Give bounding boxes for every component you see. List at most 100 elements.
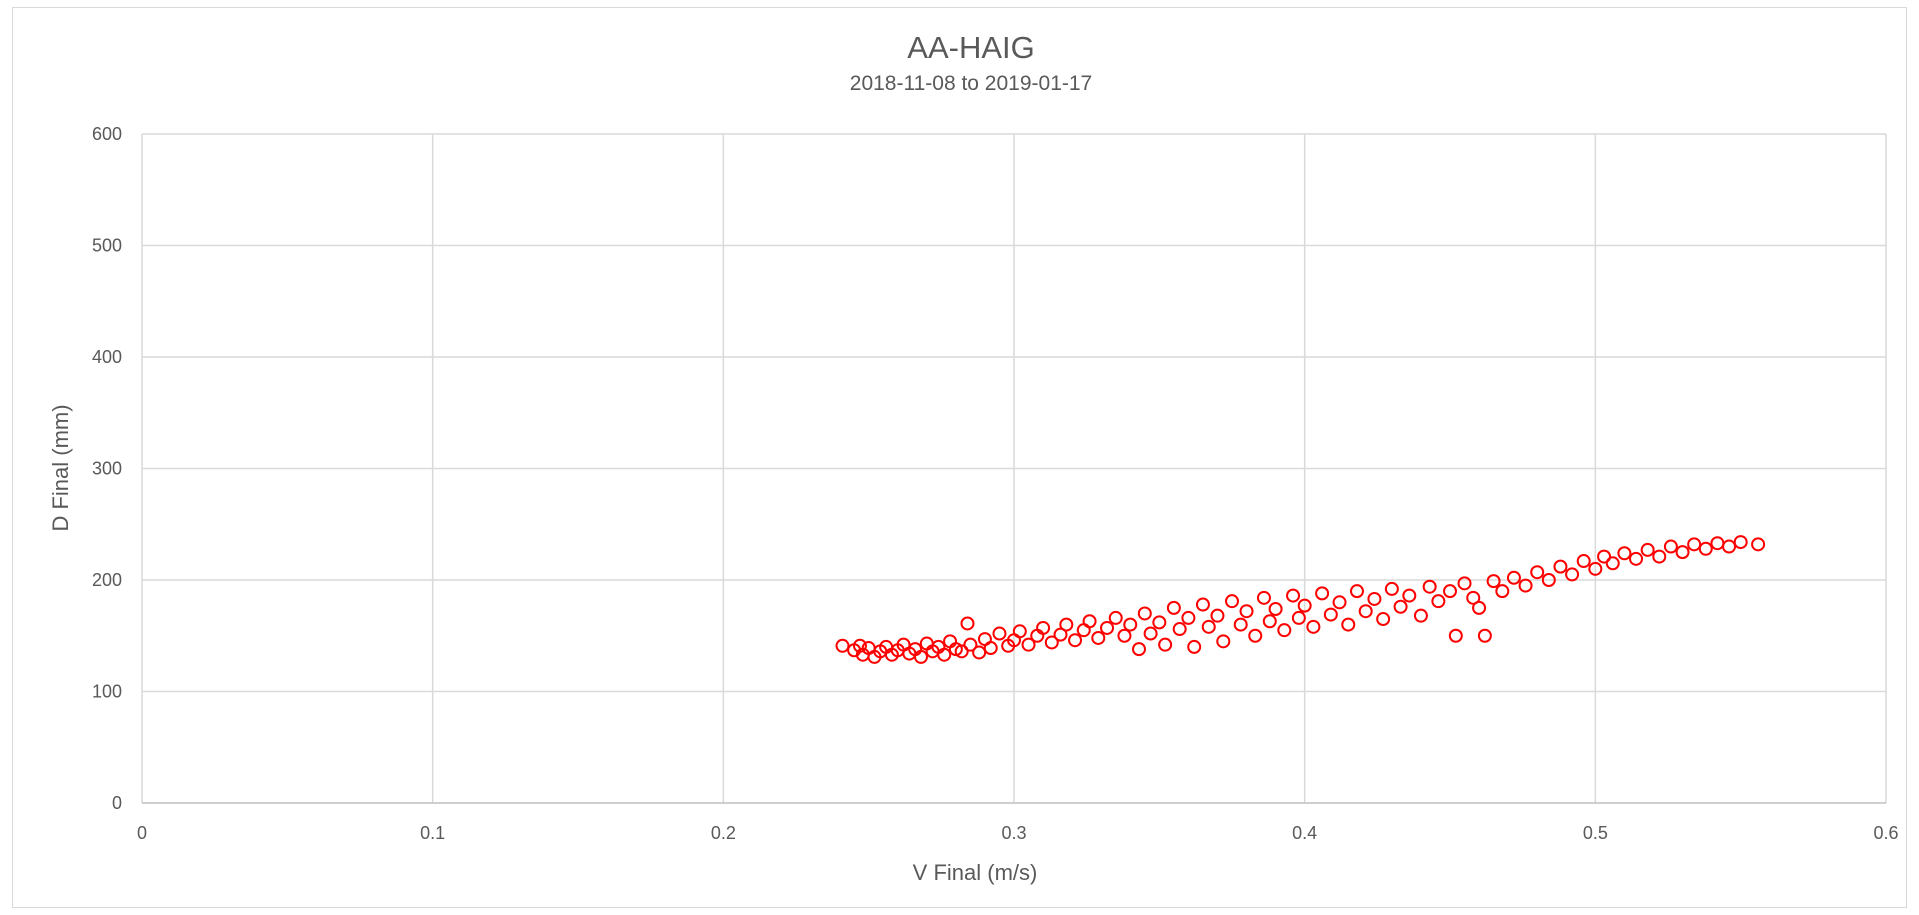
scatter-point [1376,612,1391,627]
scatter-point [1605,556,1620,571]
scatter-point [1053,627,1068,642]
scatter-point [1248,628,1263,643]
scatter-point [977,632,992,647]
scatter-point [937,647,952,662]
scatter-point [1710,536,1725,551]
scatter-point [1306,619,1321,634]
scatter-point [1262,614,1277,629]
scatter-point [1751,537,1766,552]
scatter-point [1225,594,1239,609]
scatter-point [1286,588,1301,603]
scatter-point [1158,637,1173,652]
scatter-point [913,649,928,664]
scatter-point [1698,541,1713,556]
scatter-point [1393,599,1408,614]
scatter-point [1472,600,1487,615]
scatter-point [963,637,978,652]
scatter-point [1216,634,1231,649]
scatter-point [1021,637,1036,652]
scatter-point [1181,610,1196,625]
scatter-point [1384,581,1399,596]
scatter-point [1315,586,1330,601]
scatter-point [1443,584,1457,599]
x-tick-label: 0 [137,823,147,843]
scatter-point [1422,579,1437,594]
scatter-point [1012,624,1027,639]
grid-layer [141,133,1887,804]
chart-subtitle: 2018-11-08 to 2019-01-17 [850,72,1092,95]
scatter-point [1108,610,1123,625]
scatter-point [1123,617,1138,632]
scatter-point [1518,578,1533,593]
scatter-point [1358,604,1373,619]
scatter-point [1486,574,1501,589]
scatter-point [1297,598,1312,613]
scatter-point [1277,623,1292,638]
scatter-point [1349,584,1364,599]
y-tick-label: 100 [92,682,122,702]
scatter-point [1530,565,1545,580]
scatter-point [954,644,969,659]
scatter-point [1210,608,1225,623]
scatter-point [1100,620,1115,635]
scatter-point [1256,590,1271,605]
scatter-point [1131,642,1146,657]
scatter-point [1152,615,1167,630]
scatter-point [1367,591,1382,606]
scatter-point [1733,535,1748,550]
scatter-point [1466,590,1481,605]
scatter-point [1172,622,1187,637]
scatter-point [1640,542,1655,557]
scatter-point [1722,539,1737,554]
scatter-point [852,638,867,653]
y-tick-label: 300 [92,459,122,479]
scatter-point [1341,617,1356,632]
scatter-point [1166,600,1181,615]
scatter-point [1117,628,1132,643]
scatter-point [1233,617,1248,632]
scatter-point [1068,633,1083,648]
scatter-point [1332,595,1347,610]
scatter-point [1553,559,1568,574]
scatter-point [1675,545,1690,560]
scatter-point [1506,570,1521,585]
y-tick-label: 400 [92,347,122,367]
scatter-point [1448,628,1463,643]
x-tick-label: 0.3 [1001,823,1026,843]
x-tick-label: 0.2 [711,823,736,843]
scatter-point [1187,639,1202,654]
scatter-point [1576,554,1591,569]
scatter-point [835,638,850,653]
y-axis-title: D Final (mm) [48,404,73,531]
scatter-point [1477,628,1492,643]
tick-layer: 0 0.1 0.2 0.3 0.4 0.5 0.6 0 100 200 300 400 500 600 [92,124,1899,843]
scatter-point [1076,623,1091,638]
scatter-point [1457,576,1472,591]
scatter-point [1082,614,1097,629]
scatter-point [1323,607,1338,622]
chart-frame [12,7,1907,908]
scatter-point [1687,537,1702,552]
y-tick-label: 200 [92,570,122,590]
scatter-point [1413,608,1428,623]
x-tick-label: 0.5 [1583,823,1608,843]
point-layer [835,535,1766,664]
x-axis-title: V Final (m/s) [913,860,1038,885]
scatter-point [1044,635,1059,650]
scatter-point [1239,604,1254,619]
scatter-point [983,641,998,656]
scatter-point [1195,597,1210,612]
y-tick-label: 600 [92,124,122,144]
y-tick-label: 0 [112,793,122,813]
scatter-point [1565,567,1580,582]
y-tick-label: 500 [92,236,122,256]
scatter-point [1201,619,1216,634]
scatter-point [1541,573,1556,587]
scatter-point [1137,606,1152,621]
scatter-point [1291,610,1306,625]
scatter-point [1402,588,1417,603]
scatter-point [1597,549,1612,564]
scatter-point [1663,539,1678,554]
x-tick-label: 0.1 [420,823,445,843]
